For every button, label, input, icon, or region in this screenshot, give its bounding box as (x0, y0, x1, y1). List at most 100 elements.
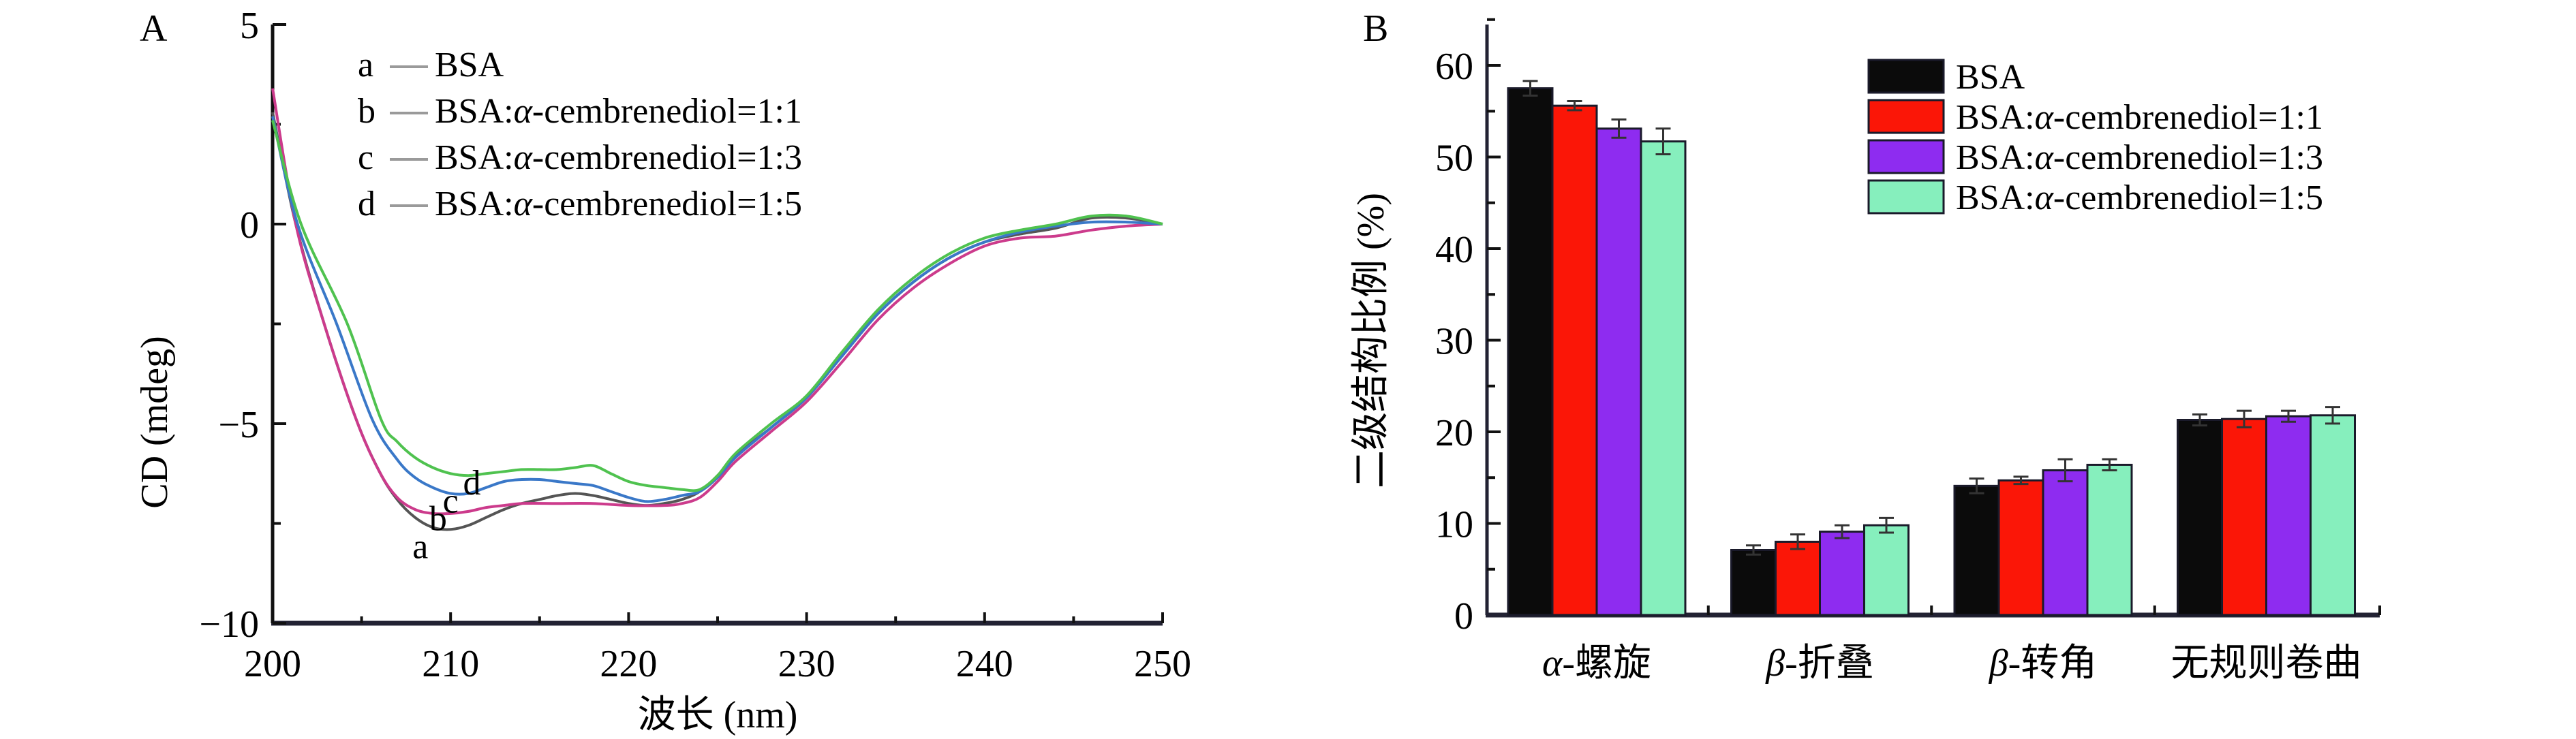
legend-label-main: BSA (1956, 58, 2025, 97)
legend-label-main: BSA (435, 138, 504, 177)
panel-b-legend-swatch (1867, 59, 1945, 94)
legend-label-rest: -cembrenediol=1:3 (2053, 138, 2323, 177)
panel-b-bar (1507, 87, 1554, 616)
panel-b-legend-label: BSA:α-cembrenediol=1:3 (1956, 138, 2323, 177)
panel-b-bar (1953, 484, 2000, 616)
legend-separator: : (504, 185, 513, 223)
panel-b-bar-group (1730, 516, 1910, 616)
legend-separator: : (2025, 98, 2034, 137)
panel-b-bar (2310, 414, 2356, 616)
panel-b-y-tick-label: 10 (1435, 504, 1473, 546)
panel-b-bar (1730, 549, 1777, 616)
panel-a-curve-labels: abc d (412, 464, 480, 567)
legend-greek: α (2035, 178, 2055, 217)
panel-a-curve-label-b: b (429, 500, 447, 539)
panel-a-y-axis-title: CD (mdeg) (134, 336, 176, 509)
panel-b-bar-group (2177, 406, 2356, 616)
legend-greek: α (514, 138, 534, 177)
legend-separator: : (504, 92, 513, 131)
panel-b-bar (1775, 540, 1821, 616)
legend-greek: α (2035, 138, 2055, 177)
legend-separator: : (2025, 138, 2034, 177)
panel-b-bar-group (1953, 458, 2133, 616)
legend-separator: : (2025, 178, 2034, 217)
panel-a-x-tick-label: 200 (244, 643, 301, 685)
panel-a-legend-item-d: d BSA:α-cembrenediol=1:5 (358, 185, 802, 223)
category-greek: α (1542, 642, 1563, 685)
panel-b-legend: BSABSA:α-cembrenediol=1:1BSA:α-cembrened… (1867, 58, 2323, 217)
panel-a-legend-label: BSA:α-cembrenediol=1:1 (435, 92, 802, 131)
category-text: -螺旋 (1562, 642, 1651, 685)
category-text: 无规则卷曲 (2171, 642, 2362, 685)
panel-b-y-tick-label: 40 (1435, 229, 1473, 271)
panel-b-bar (1551, 104, 1598, 616)
panel-a-x-tick-label: 250 (1134, 643, 1191, 685)
panel-a-x-tick-label: 240 (956, 643, 1013, 685)
panel-a-legend-key: c (358, 138, 373, 177)
panel-a-curve-label-c: c (443, 482, 459, 520)
panel-a-legend-item-b: b BSA:α-cembrenediol=1:1 (358, 92, 802, 131)
legend-greek: α (514, 92, 534, 131)
panel-a-x-axis-title: 波长 (nm) (638, 694, 798, 736)
panel-a-legend-item-a: a BSA (358, 46, 504, 84)
legend-label-main: BSA (435, 92, 504, 131)
panel-b-bar (1997, 479, 2044, 616)
panel-b-bar (2042, 469, 2089, 616)
panel-a-legend-key: d (358, 185, 375, 223)
panel-a-legend-label: BSA:α-cembrenediol=1:3 (435, 138, 802, 177)
panel-a-curves (271, 88, 1163, 531)
panel-b-bar (2177, 419, 2223, 616)
panel-b-y-tick-label: 0 (1454, 595, 1473, 638)
legend-greek: α (514, 185, 534, 223)
panel-a-curve-label-d: d (463, 464, 481, 503)
panel-a-curve-label-a: a (412, 528, 428, 567)
panel-a-curve-d (271, 120, 1163, 492)
panel-a-curve-b (271, 88, 1163, 516)
panel-b-legend-item: BSA:α-cembrenediol=1:3 (1867, 138, 2323, 177)
legend-greek: α (2035, 98, 2055, 137)
category-greek: β (1765, 642, 1785, 685)
panel-b-bar (1819, 531, 1865, 616)
panel-b-y-axis-title: 二级结构比例 (%) (1350, 193, 1392, 488)
legend-label-main: BSA (435, 185, 504, 223)
panel-a-legend-key: b (358, 92, 375, 131)
panel-b-label: B (1363, 7, 1388, 50)
panel-a-legend-item-c: c BSA:α-cembrenediol=1:3 (358, 138, 802, 177)
legend-label-rest: -cembrenediol=1:1 (2053, 98, 2323, 137)
legend-label-rest: -cembrenediol=1:5 (2053, 178, 2323, 217)
panel-b-category-label: β-转角 (1989, 642, 2098, 685)
panel-b-legend-label: BSA:α-cembrenediol=1:1 (1956, 98, 2323, 137)
panel-a-legend-label: BSA (435, 46, 504, 84)
panel-b-legend-swatch (1867, 139, 1945, 174)
panel-a-legend-key: a (358, 46, 373, 84)
category-text: -折叠 (1785, 642, 1874, 685)
legend-label-main: BSA (1956, 98, 2025, 137)
panel-b-bar (2265, 415, 2312, 616)
panel-a-y-tick-label: −5 (218, 404, 259, 446)
panel-b-legend-swatch (1867, 99, 1945, 134)
legend-label-rest: -cembrenediol=1:1 (532, 92, 802, 131)
legend-label-main: BSA (1956, 178, 2025, 217)
panel-b-y-tick-label: 60 (1435, 46, 1473, 88)
panel-b-legend-swatch (1867, 179, 1945, 215)
panel-b-legend-label: BSA:α-cembrenediol=1:5 (1956, 178, 2323, 217)
legend-separator: : (504, 138, 513, 177)
panel-b-legend-item: BSA:α-cembrenediol=1:1 (1867, 98, 2323, 137)
legend-label-main: BSA (435, 46, 504, 84)
panel-b-category-label: α-螺旋 (1542, 642, 1651, 685)
panel-b-y-tick-label: 30 (1435, 321, 1473, 363)
panel-b-bar (1640, 140, 1687, 616)
panel-b-bar (1863, 524, 1910, 616)
panel-b-y-tick-label: 20 (1435, 412, 1473, 454)
legend-label-rest: -cembrenediol=1:3 (532, 138, 802, 177)
panel-b-legend-item: BSA (1867, 58, 2025, 97)
panel-b-legend-item: BSA:α-cembrenediol=1:5 (1867, 178, 2323, 217)
panel-a-x-tick-label: 220 (600, 643, 657, 685)
panel-a-label: A (140, 7, 168, 50)
category-greek: β (1989, 642, 2008, 685)
panel-a-x-tick-label: 230 (778, 643, 835, 685)
